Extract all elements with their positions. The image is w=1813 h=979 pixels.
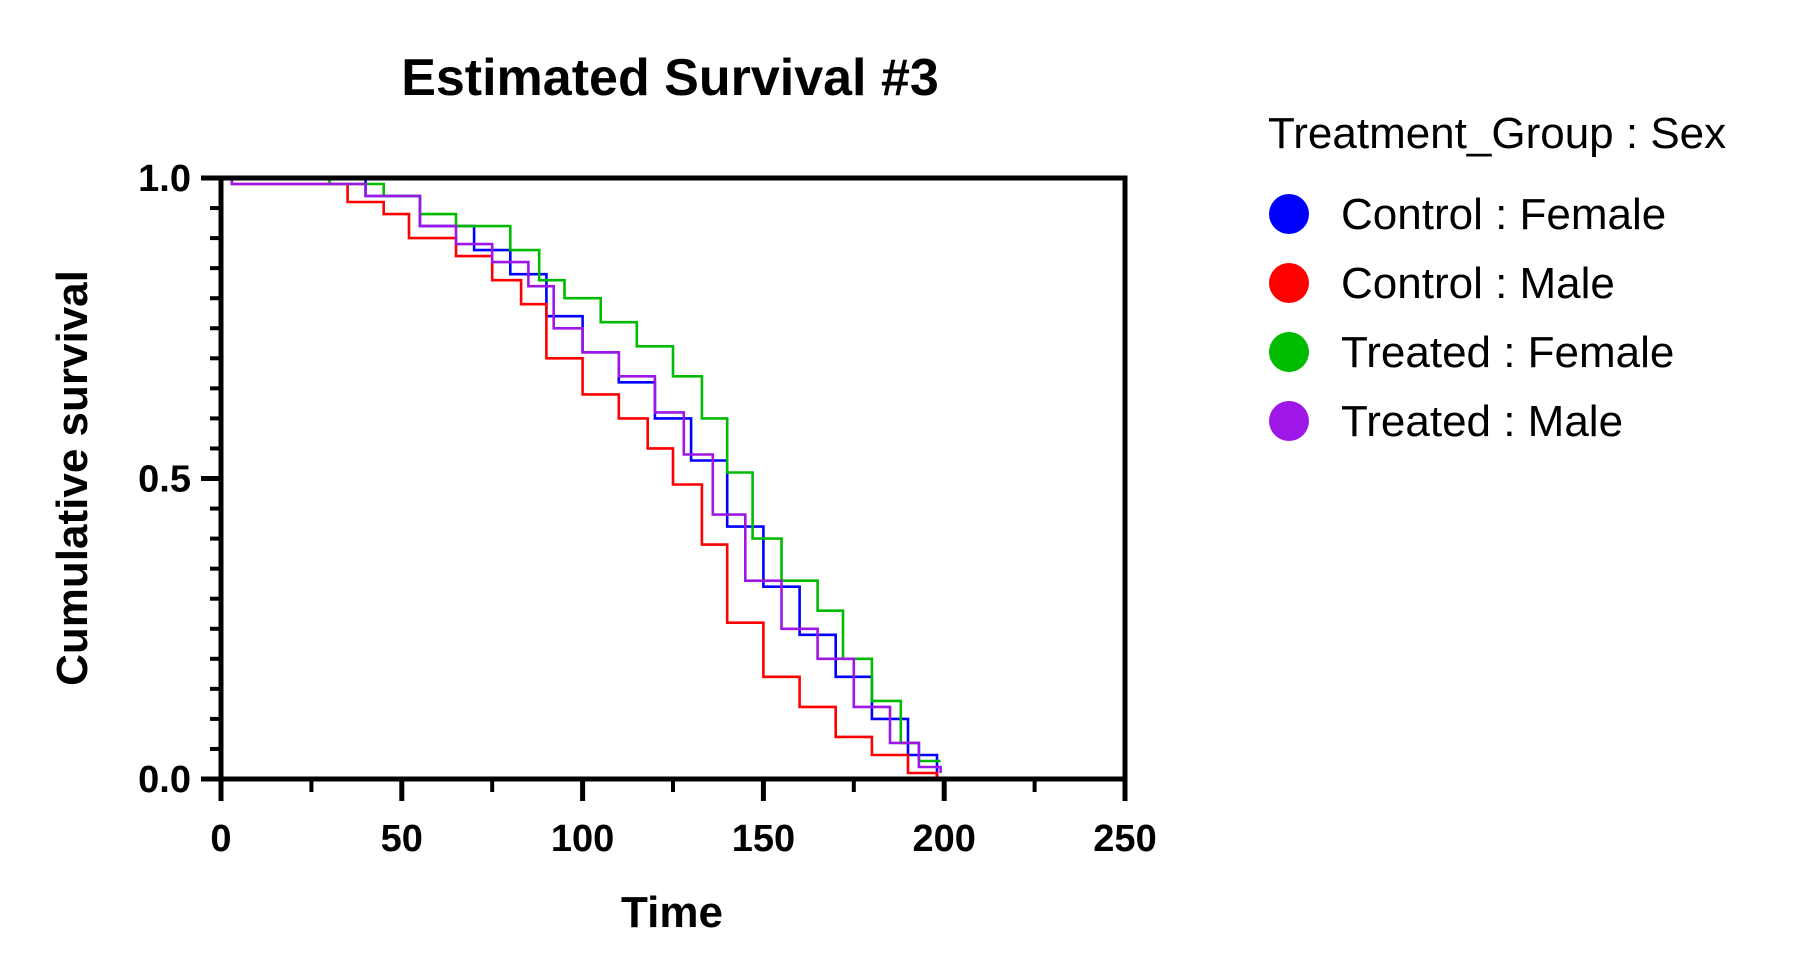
legend: Control : Female Control : Male Treated : …: [1269, 190, 1674, 446]
legend-title: Treatment_Group : Sex: [1268, 109, 1726, 158]
legend-swatch: [1269, 263, 1309, 303]
series-line: [221, 176, 939, 779]
axes-layer: 0 50 100 150 200 250 0.0 0.5 1.0: [138, 158, 1157, 860]
series-line: [221, 176, 942, 773]
y-axis-label: Cumulative survival: [48, 270, 97, 686]
legend-entry-label: Control : Female: [1341, 190, 1666, 239]
x-tick-label: 250: [1093, 818, 1156, 860]
x-tick-label: 50: [381, 818, 423, 860]
y-tick-label: 0.0: [138, 759, 191, 801]
x-tick-label: 200: [912, 818, 975, 860]
legend-swatch: [1269, 401, 1309, 441]
legend-swatch: [1269, 194, 1309, 234]
y-tick-label: 1.0: [138, 158, 191, 200]
legend-swatch: [1269, 332, 1309, 372]
series-line: [221, 176, 941, 763]
x-tick-label: 100: [551, 818, 614, 860]
x-axis-label: Time: [621, 888, 723, 937]
chart-title: Estimated Survival #3: [401, 49, 939, 107]
legend-entry-label: Control : Male: [1341, 259, 1615, 308]
y-tick-label: 0.5: [138, 459, 191, 501]
series-layer: [221, 176, 942, 779]
series-line: [221, 176, 939, 779]
legend-entry-label: Treated : Male: [1341, 397, 1623, 446]
legend-entry-label: Treated : Female: [1341, 328, 1674, 377]
x-tick-label: 150: [732, 818, 795, 860]
x-tick-label: 0: [210, 818, 231, 860]
